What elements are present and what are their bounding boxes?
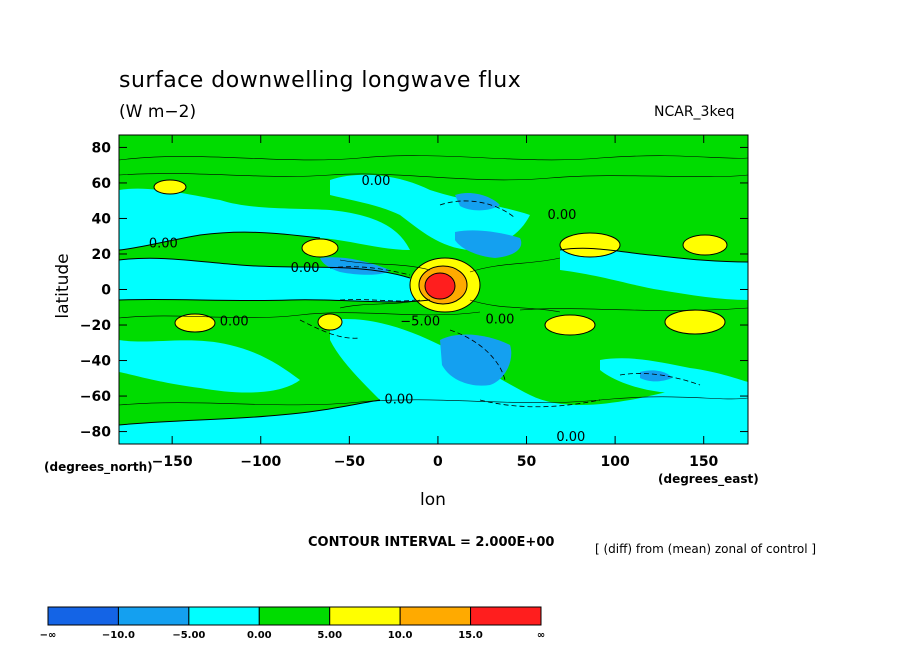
colorbar-label: 5.00 xyxy=(317,630,342,641)
contour-label: 0.00 xyxy=(556,430,585,445)
contour-label: 0.00 xyxy=(220,314,249,329)
y-tick-label: 0 xyxy=(101,283,111,299)
colorbar-label: −10.0 xyxy=(102,630,135,641)
colorbar-label: 10.0 xyxy=(388,630,413,641)
x-axis-label: lon xyxy=(420,490,446,510)
y-tick-label: −20 xyxy=(80,318,111,334)
zero-contour-lines xyxy=(119,231,748,426)
colorbar-label: ∞ xyxy=(537,630,545,641)
colorbar-label: 0.00 xyxy=(247,630,272,641)
model-label: NCAR_3keq xyxy=(654,104,735,120)
y-ticks: 80 60 40 20 0 −20 −40 −60 −80 xyxy=(80,140,748,441)
contour-label: 0.00 xyxy=(547,208,576,223)
x-tick-label: −150 xyxy=(152,454,193,470)
x-tick-label: 150 xyxy=(689,454,718,470)
y-axis-unit: (degrees_north) xyxy=(44,460,153,474)
contour-labels: 0.00 0.00 0.00 0.00 −5.00 0.00 0.00 0.00 0.00 xyxy=(149,174,585,445)
y-tick-label: 20 xyxy=(92,247,112,263)
x-tick-label: 50 xyxy=(517,454,537,470)
colorbar-swatch xyxy=(117,606,190,626)
y-tick-label: −60 xyxy=(80,389,111,405)
contour-interval: CONTOUR INTERVAL = 2.000E+00 xyxy=(308,535,555,550)
colorbar-swatch xyxy=(470,606,542,626)
negative-contour-lines xyxy=(299,200,701,408)
y-tick-label: −80 xyxy=(80,425,111,441)
colorbar: −∞ −10.0 −5.00 0.00 5.00 10.0 15.0 ∞ xyxy=(40,606,545,641)
x-tick-label: −100 xyxy=(240,454,281,470)
contour-lines xyxy=(119,155,748,406)
plot-area xyxy=(119,135,748,444)
positive-region-red xyxy=(424,272,456,300)
colorbar-swatch xyxy=(399,606,472,626)
colorbar-swatch xyxy=(329,606,401,626)
chart-title: surface downwelling longwave flux xyxy=(119,68,522,93)
x-tick-label: 100 xyxy=(600,454,629,470)
y-tick-label: 40 xyxy=(92,211,112,227)
contour-label: 0.00 xyxy=(291,261,320,276)
diff-note: [ (diff) from (mean) zonal of control ] xyxy=(595,542,817,556)
x-tick-label: 0 xyxy=(433,454,443,470)
colorbar-swatch xyxy=(188,606,260,626)
x-tick-label: −50 xyxy=(334,454,365,470)
x-ticks: −150 −100 −50 0 50 100 150 xyxy=(152,135,719,470)
contour-label: 0.00 xyxy=(485,313,514,328)
contour-label: 0.00 xyxy=(149,236,178,251)
colorbar-swatch xyxy=(47,606,119,626)
units-label: (W m−2) xyxy=(119,102,197,122)
y-tick-label: 60 xyxy=(92,176,112,192)
contour-label: 0.00 xyxy=(361,174,390,189)
x-axis-unit: (degrees_east) xyxy=(658,472,759,486)
y-tick-label: 80 xyxy=(92,140,112,156)
contour-label: −5.00 xyxy=(400,314,440,329)
contour-label: 0.00 xyxy=(384,393,413,408)
colorbar-label: −5.00 xyxy=(172,630,205,641)
y-tick-label: −40 xyxy=(80,354,111,370)
colorbar-label: −∞ xyxy=(40,630,57,641)
colorbar-label: 15.0 xyxy=(458,630,483,641)
colorbar-swatch xyxy=(258,606,331,626)
